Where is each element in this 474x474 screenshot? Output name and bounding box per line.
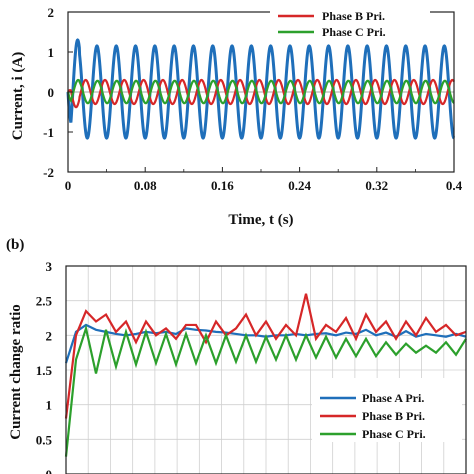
panel-a-x-tick-label: 0.32 [365,178,388,193]
panel-b-legend-bg [312,378,462,442]
panel-b-y-tick-label: 2 [46,328,53,343]
panel-a-x-tick-label: 0.24 [288,178,311,193]
panel-a-series-line-3 [66,78,455,105]
panel-b-y-tick-label: 0.5 [36,432,53,447]
panel-a-series-line-2 [67,78,455,109]
panel-a-y-tick-label: -2 [43,165,54,180]
panel-a-series [66,38,456,140]
panel-a-legend-label: Phase C Pri. [322,25,386,39]
panel-a-y-tick-label: 2 [48,5,55,20]
panel-a-x-ticks: 0 0.08 0.16 0.24 0.32 0.4 [65,167,463,193]
panel-a-legend-label: Phase B Pri. [322,9,385,23]
panel-a-y-tick-label: 1 [48,45,55,60]
panel-b-series [64,293,467,457]
panel-a-x-tick-label: 0.4 [446,178,463,193]
panel-a-series-line-1 [66,38,456,140]
panel-b-legend-label: Phase B Pri. [362,409,425,423]
panel-a-x-axis-label: Time, t (s) [228,212,293,228]
panel-b-y-tick-label: 2.5 [36,294,53,309]
panel-b-current-change-ratio: (b) 0 0.5 1 1.5 2 2.5 3 Current change ratio P… [6,237,467,474]
panel-b-plot-frame [65,265,467,474]
panel-b-gridlines [66,265,466,474]
panel-a-x-tick-label: 0.08 [134,178,157,193]
panel-b-y-axis-label: Current change ratio [8,304,24,440]
panel-b-y-tick-label: 0 [46,467,53,474]
panel-b-y-tick-label: 3 [46,259,53,274]
panel-b-y-tick-label: 1 [46,398,53,413]
panel-a-y-tick-label: -1 [43,125,54,140]
panel-b-series-line-2 [64,293,467,419]
panel-b-legend-label: Phase C Pri. [362,427,426,441]
panel-a-y-axis-label: Current, i (A) [10,52,26,140]
panel-a-x-tick-label: 0.16 [211,178,234,193]
panel-b-y-ticks: 0 0.5 1 1.5 2 2.5 3 [36,259,53,474]
panel-a-x-tick-label: 0 [65,178,72,193]
panel-a-legend: Phase B Pri. Phase C Pri. [270,7,430,39]
panel-a-y-ticks: -2 -1 0 1 2 [43,5,73,180]
panel-b-series-line-3 [64,324,467,457]
panel-a-legend-bg [270,7,430,23]
panel-b-legend-label: Phase A Pri. [362,391,424,405]
panel-b-legend: Phase A Pri. Phase B Pri. Phase C Pri. [312,378,462,442]
panel-a-y-tick-label: 0 [48,85,55,100]
panel-b-label: (b) [6,237,24,253]
panel-a-current-waveform: 0 0.08 0.16 0.24 0.32 0.4 -2 -1 0 1 2 Time, t (s)… [10,5,463,228]
panel-b-y-tick-label: 1.5 [36,363,53,378]
panel-a-legend-bg [270,23,430,39]
